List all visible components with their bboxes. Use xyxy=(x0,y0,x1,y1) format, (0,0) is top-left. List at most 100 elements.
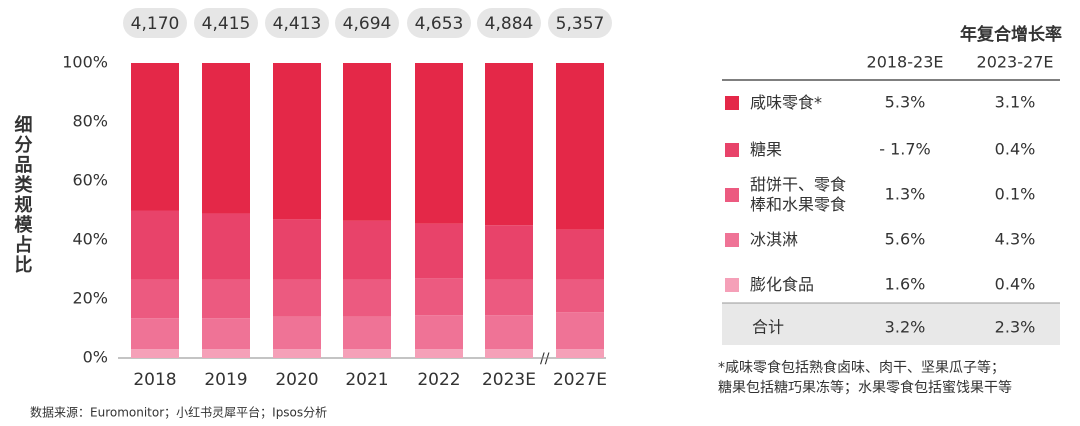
bar-segment xyxy=(131,279,179,319)
legend-label: 膨化食品 xyxy=(750,275,815,294)
x-tick-label: 2020 xyxy=(275,370,318,390)
total-pill xyxy=(548,8,612,38)
total-value: 3.2% xyxy=(885,318,926,337)
bar-segment xyxy=(131,349,179,358)
total-label: 合计 xyxy=(752,318,784,337)
x-tick-label: 2022 xyxy=(417,370,460,390)
cagr-value: - 1.7% xyxy=(879,140,931,159)
x-tick-label: 2027E xyxy=(553,370,607,390)
bar-segment xyxy=(131,318,179,350)
total-pill xyxy=(123,8,187,38)
source: 数据来源：Euromonitor；小红书灵犀平台；Ipsos分析 xyxy=(30,405,327,420)
cagr-value: 5.6% xyxy=(885,230,926,249)
total-label: 4,884 xyxy=(485,14,534,34)
table-title: 年复合增长率 xyxy=(960,24,1062,45)
bar-segment xyxy=(131,210,179,280)
bar-segment xyxy=(415,63,463,224)
total-pill xyxy=(194,8,258,38)
legend-fo: 咸味零食* xyxy=(750,93,823,112)
bar-segment xyxy=(415,349,463,358)
x-tick-label: 2018 xyxy=(133,370,176,390)
total-row-bg xyxy=(722,303,1060,345)
x-tick-label: 2019 xyxy=(204,370,247,390)
bar-segment xyxy=(485,279,533,316)
total-pill xyxy=(477,8,541,38)
legend-swatch xyxy=(725,143,739,157)
y-tick-label: 100% xyxy=(62,53,108,72)
y-tick-label: 60% xyxy=(72,171,108,190)
axis-break: // xyxy=(540,351,550,367)
x-tick-label: 2023E xyxy=(482,370,536,390)
cagr-value: 4.3% xyxy=(995,230,1036,249)
legend-label: 咸味零食* xyxy=(750,93,823,112)
bar-segment xyxy=(556,279,604,313)
legend-fo: 甜饼干、零食棒和水果零食 xyxy=(750,175,847,214)
bar-segment xyxy=(131,63,179,211)
bar-segment xyxy=(273,219,321,280)
y-tick-label: 20% xyxy=(72,289,108,308)
total-pill xyxy=(265,8,329,38)
table-column: 2018-23E xyxy=(867,53,944,72)
x-tick-label: 2021 xyxy=(345,370,388,390)
cagr-value: 3.1% xyxy=(995,93,1036,112)
legend-label: 冰淇淋 xyxy=(750,230,799,249)
bar-segment xyxy=(556,349,604,358)
cagr-value: 0.4% xyxy=(995,275,1036,294)
total-label: 4,415 xyxy=(202,14,251,34)
y-tick-label: 0% xyxy=(83,348,108,367)
footnote: 糖果包括糖巧果冻等；水果零食包括蜜饯果干等 xyxy=(718,379,1012,396)
bar-segment xyxy=(415,278,463,316)
bar-segment xyxy=(202,318,250,350)
bar-segment xyxy=(343,279,391,317)
bar-segment xyxy=(556,312,604,350)
cagr-value: 5.3% xyxy=(885,93,926,112)
total-pill xyxy=(407,8,471,38)
legend-label: 糖果 xyxy=(750,140,783,159)
cagr-value: 1.6% xyxy=(885,275,926,294)
bar-segment xyxy=(415,223,463,279)
table-column: 2023-27E xyxy=(977,53,1054,72)
legend-label: 甜饼干、零食棒和水果零食 xyxy=(750,175,847,214)
bar-segment xyxy=(343,63,391,221)
total-label: 4,413 xyxy=(273,14,322,34)
bar-segment xyxy=(202,349,250,358)
legend-fo: 膨化食品 xyxy=(750,275,815,294)
cagr-value: 0.4% xyxy=(995,140,1036,159)
total-label: 4,170 xyxy=(131,14,180,34)
total-value: 2.3% xyxy=(995,318,1036,337)
legend-swatch xyxy=(725,188,739,202)
total-label: 4,653 xyxy=(415,14,464,34)
bar-segment xyxy=(273,279,321,317)
bar-segment xyxy=(485,63,533,226)
y-tick-label: 80% xyxy=(72,112,108,131)
bar-segment xyxy=(273,316,321,350)
legend-fo: 糖果 xyxy=(750,140,783,159)
y-axis-label: 细分品类规模占比 xyxy=(12,114,33,275)
bar-segment xyxy=(485,315,533,350)
legend-fo: 冰淇淋 xyxy=(750,230,799,249)
legend-swatch xyxy=(725,233,739,247)
bar-segment xyxy=(485,225,533,280)
cagr-value: 0.1% xyxy=(995,185,1036,204)
bar-segment xyxy=(343,220,391,280)
bar-segment xyxy=(273,349,321,358)
cagr-value: 1.3% xyxy=(885,185,926,204)
bar-segment xyxy=(202,63,250,214)
total-label: 4,694 xyxy=(343,14,392,34)
footnote: *咸味零食包括熟食卤味、肉干、坚果瓜子等； xyxy=(718,359,1005,376)
bar-segment xyxy=(202,279,250,319)
bar-segment xyxy=(415,315,463,350)
bar-segment xyxy=(485,349,533,358)
bar-segment xyxy=(556,63,604,230)
legend-swatch xyxy=(725,278,739,292)
bar-segment xyxy=(202,213,250,280)
bar-segment xyxy=(343,349,391,358)
bar-segment xyxy=(556,229,604,280)
total-pill xyxy=(335,8,399,38)
y-tick-label: 40% xyxy=(72,230,108,249)
legend-swatch xyxy=(725,96,739,110)
bar-segment xyxy=(273,63,321,220)
total-label: 5,357 xyxy=(556,14,605,34)
bar-segment xyxy=(343,316,391,350)
